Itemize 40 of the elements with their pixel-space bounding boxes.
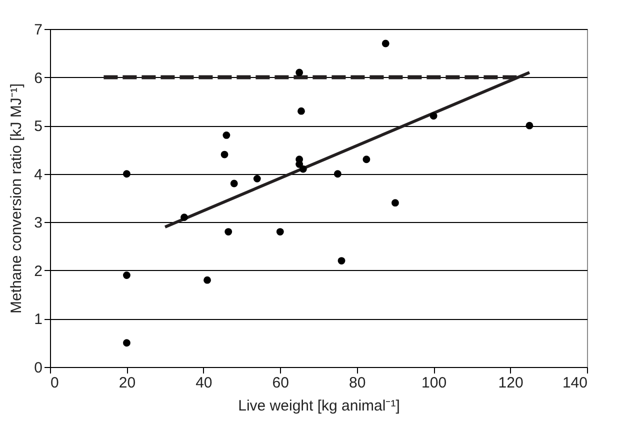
x-tick-label: 20	[118, 374, 136, 392]
x-axis-title: Live weight [kg animal⁻¹]	[238, 398, 400, 414]
point	[222, 132, 230, 139]
point	[338, 257, 346, 264]
y-tick-label: 2	[34, 262, 42, 280]
x-tick-label: 140	[562, 374, 588, 392]
point	[382, 40, 390, 48]
point	[334, 170, 342, 178]
point	[224, 228, 232, 236]
point	[296, 160, 304, 168]
y-tick-label: 4	[34, 166, 42, 184]
point	[298, 107, 305, 115]
x-tick-label: 80	[349, 374, 366, 392]
y-tick-label: 7	[34, 22, 42, 38]
point	[362, 156, 370, 164]
point	[180, 214, 188, 222]
y-tick-label: 5	[34, 118, 42, 136]
point	[430, 112, 438, 120]
y-tick-label: 0	[34, 360, 42, 376]
point	[220, 150, 228, 158]
point	[276, 228, 284, 236]
point	[526, 122, 534, 130]
x-tick-label: 60	[272, 374, 289, 392]
x-tick-label: 40	[196, 374, 212, 392]
point	[123, 339, 130, 347]
point	[296, 68, 304, 76]
point	[204, 276, 211, 284]
x-tick-label: 100	[422, 374, 447, 392]
point	[299, 165, 307, 173]
y-tick-label: 1	[34, 311, 42, 328]
point	[253, 174, 261, 182]
point	[123, 272, 130, 279]
point	[392, 199, 399, 207]
x-tick-label: 0	[50, 374, 59, 392]
y-axis-title: Methane conversion ratio [kJ MJ⁻¹]	[8, 83, 26, 314]
y-tick-label: 6	[34, 70, 42, 87]
point	[123, 170, 130, 178]
x-tick-label: 120	[498, 374, 524, 392]
point	[230, 180, 238, 188]
y-tick-label: 3	[34, 214, 42, 232]
